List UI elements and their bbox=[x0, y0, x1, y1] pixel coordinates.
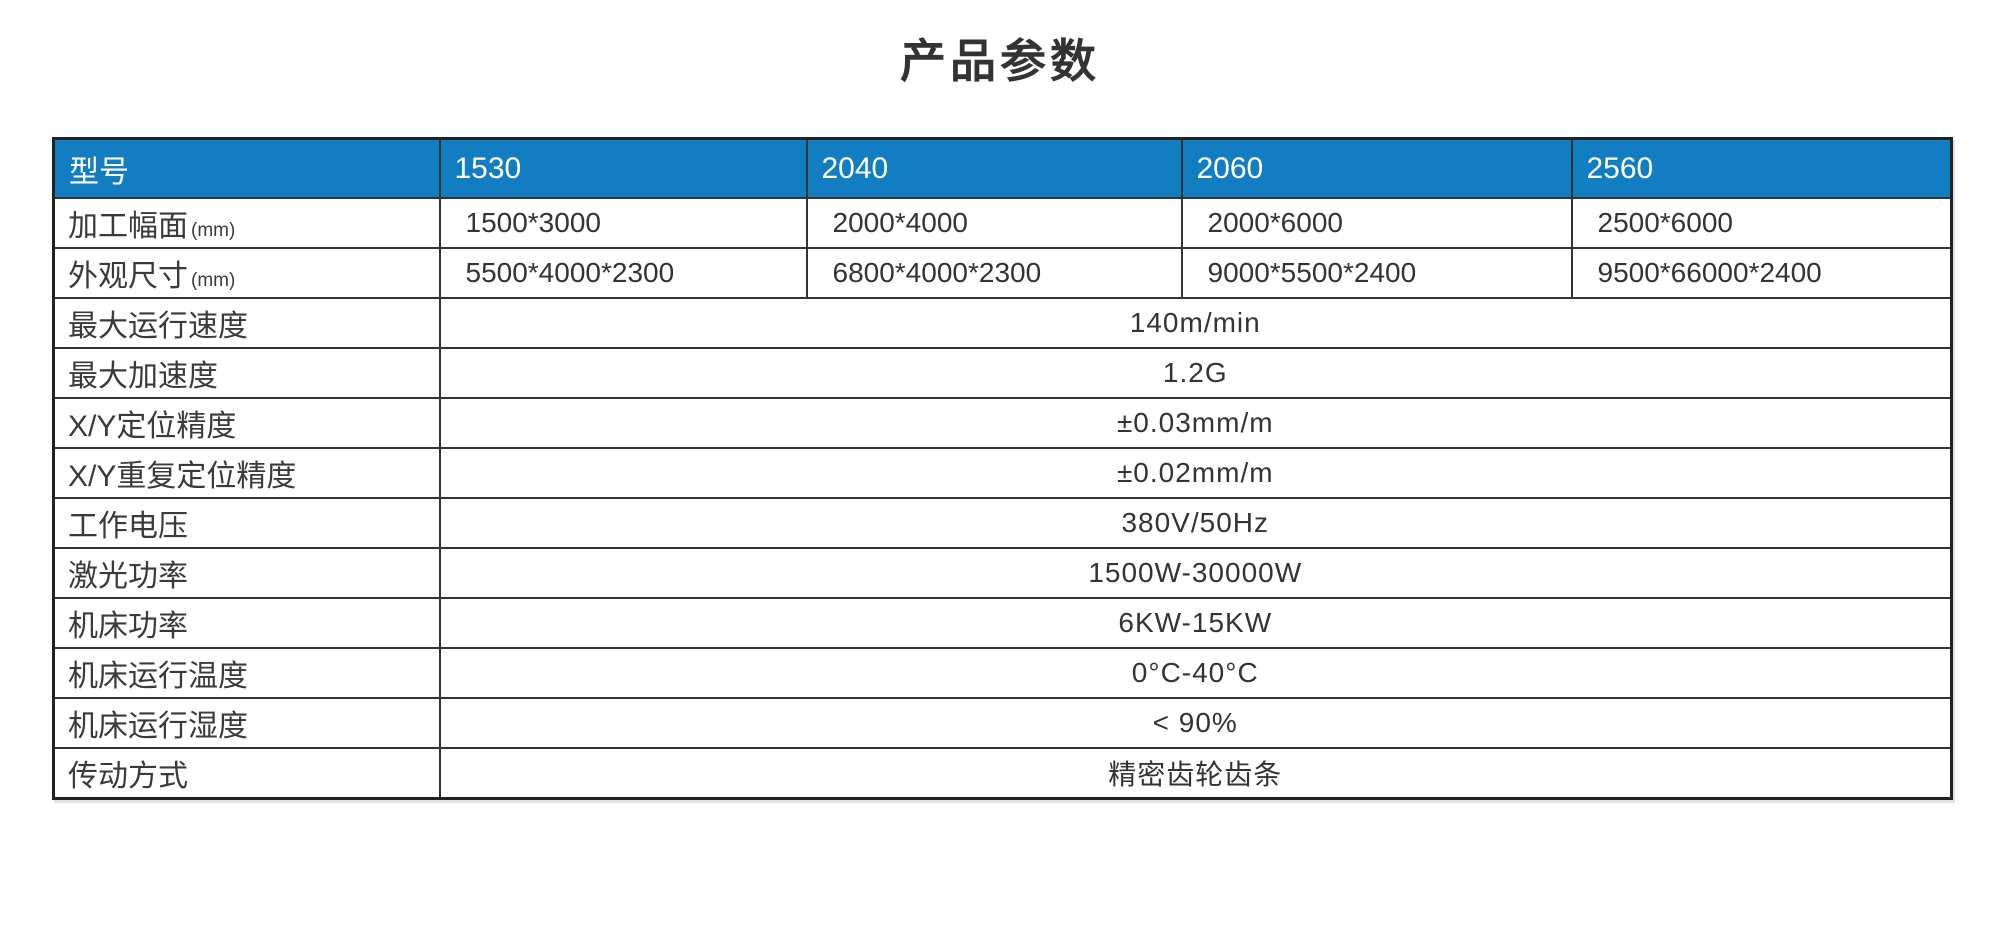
value-cell: 2000*4000 bbox=[805, 197, 1183, 249]
row-label: 机床运行温度 bbox=[68, 660, 248, 693]
span-value-cell: < 90% bbox=[438, 697, 1953, 749]
page-title: 产品参数 bbox=[900, 35, 1100, 87]
span-value-cell: 1.2G bbox=[438, 347, 1953, 399]
row-label-cell: 加工幅面 (mm) bbox=[52, 197, 441, 249]
value-cell: 5500*4000*2300 bbox=[438, 247, 808, 299]
row-label-cell: X/Y重复定位精度 bbox=[52, 447, 441, 499]
row-label: 机床运行湿度 bbox=[68, 710, 248, 743]
span-value-cell: 380V/50Hz bbox=[438, 497, 1953, 549]
span-value-cell: ±0.02mm/m bbox=[438, 447, 1953, 499]
value-cell: 1500*3000 bbox=[438, 197, 808, 249]
row-label-cell: 激光功率 bbox=[52, 547, 441, 599]
row-label-cell: 工作电压 bbox=[52, 497, 441, 549]
header-cell-2560: 2560 bbox=[1570, 137, 1953, 199]
table-row: X/Y重复定位精度 ±0.02mm/m bbox=[52, 447, 1953, 499]
header-cell-2060: 2060 bbox=[1180, 137, 1573, 199]
row-label-cell: 机床功率 bbox=[52, 597, 441, 649]
value-cell: 2500*6000 bbox=[1570, 197, 1953, 249]
header-cell-1530: 1530 bbox=[438, 137, 808, 199]
span-value-cell: 0°C-40°C bbox=[438, 647, 1953, 699]
table-header-row: 型号 1530 2040 2060 2560 bbox=[52, 137, 1953, 199]
value-cell: 9500*66000*2400 bbox=[1570, 247, 1953, 299]
row-label-unit: (mm) bbox=[191, 220, 236, 241]
span-value-cell: 140m/min bbox=[438, 297, 1953, 349]
row-label-cell: 最大运行速度 bbox=[52, 297, 441, 349]
row-label-cell: 最大加速度 bbox=[52, 347, 441, 399]
header-cell-2040: 2040 bbox=[805, 137, 1183, 199]
row-label-cell: 机床运行温度 bbox=[52, 647, 441, 699]
row-label-unit: (mm) bbox=[191, 270, 236, 291]
table-row: 最大加速度 1.2G bbox=[52, 347, 1953, 399]
product-spec-table: 型号 1530 2040 2060 2560 加工幅面 (mm) 1500*3000… bbox=[52, 137, 1953, 800]
table-row: 最大运行速度 140m/min bbox=[52, 297, 1953, 349]
row-label: 最大加速度 bbox=[68, 360, 218, 393]
header-cell-model: 型号 bbox=[52, 137, 441, 199]
span-value-cell: 精密齿轮齿条 bbox=[438, 747, 1953, 800]
table-body: 加工幅面 (mm) 1500*3000 2000*4000 2000*6000 2500*… bbox=[52, 197, 1953, 800]
row-label-cell: 外观尺寸 (mm) bbox=[52, 247, 441, 299]
row-label: X/Y定位精度 bbox=[68, 410, 237, 443]
table-row: 机床运行湿度 < 90% bbox=[52, 697, 1953, 749]
row-label-cell: 机床运行湿度 bbox=[52, 697, 441, 749]
value-cell: 6800*4000*2300 bbox=[805, 247, 1183, 299]
row-label: 机床功率 bbox=[68, 610, 188, 643]
value-cell: 2000*6000 bbox=[1180, 197, 1573, 249]
row-label: 最大运行速度 bbox=[68, 310, 248, 343]
row-label: 工作电压 bbox=[68, 510, 188, 543]
table-row: 机床功率 6KW-15KW bbox=[52, 597, 1953, 649]
row-label: 传动方式 bbox=[68, 760, 188, 793]
row-label-cell: 传动方式 bbox=[52, 747, 441, 800]
table-row: 传动方式 精密齿轮齿条 bbox=[52, 747, 1953, 800]
span-value-cell: 1500W-30000W bbox=[438, 547, 1953, 599]
row-label: 激光功率 bbox=[68, 560, 188, 593]
row-label: 外观尺寸 bbox=[68, 260, 188, 293]
row-label: 加工幅面 bbox=[68, 210, 188, 243]
table-row: 工作电压 380V/50Hz bbox=[52, 497, 1953, 549]
span-value-cell: 6KW-15KW bbox=[438, 597, 1953, 649]
span-value-cell: ±0.03mm/m bbox=[438, 397, 1953, 449]
row-label: X/Y重复定位精度 bbox=[68, 460, 297, 493]
table-row: X/Y定位精度 ±0.03mm/m bbox=[52, 397, 1953, 449]
table-row: 激光功率 1500W-30000W bbox=[52, 547, 1953, 599]
row-label-cell: X/Y定位精度 bbox=[52, 397, 441, 449]
table-row: 机床运行温度 0°C-40°C bbox=[52, 647, 1953, 699]
table-row: 外观尺寸 (mm) 5500*4000*2300 6800*4000*2300 9000… bbox=[52, 247, 1953, 299]
value-cell: 9000*5500*2400 bbox=[1180, 247, 1573, 299]
table-row: 加工幅面 (mm) 1500*3000 2000*4000 2000*6000 2500*… bbox=[52, 197, 1953, 249]
